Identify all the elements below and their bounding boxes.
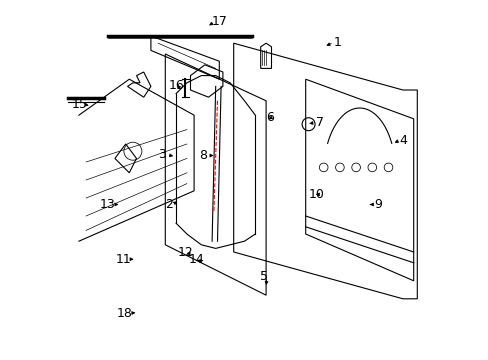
Text: 14: 14 xyxy=(189,253,204,266)
Text: 17: 17 xyxy=(211,15,227,28)
Text: 9: 9 xyxy=(373,198,381,211)
Text: 11: 11 xyxy=(116,253,131,266)
Text: 3: 3 xyxy=(158,148,165,161)
Text: 1: 1 xyxy=(333,36,341,49)
Text: 15: 15 xyxy=(72,98,87,111)
Text: 7: 7 xyxy=(315,116,324,129)
Text: 6: 6 xyxy=(265,111,273,123)
Text: 18: 18 xyxy=(117,307,133,320)
Text: 4: 4 xyxy=(398,134,406,147)
Text: 10: 10 xyxy=(308,188,324,201)
Text: 2: 2 xyxy=(164,198,172,211)
Text: 16: 16 xyxy=(168,79,183,92)
Text: 8: 8 xyxy=(199,149,207,162)
Text: 12: 12 xyxy=(178,246,193,258)
Text: 5: 5 xyxy=(260,270,268,283)
Text: 13: 13 xyxy=(100,198,115,211)
